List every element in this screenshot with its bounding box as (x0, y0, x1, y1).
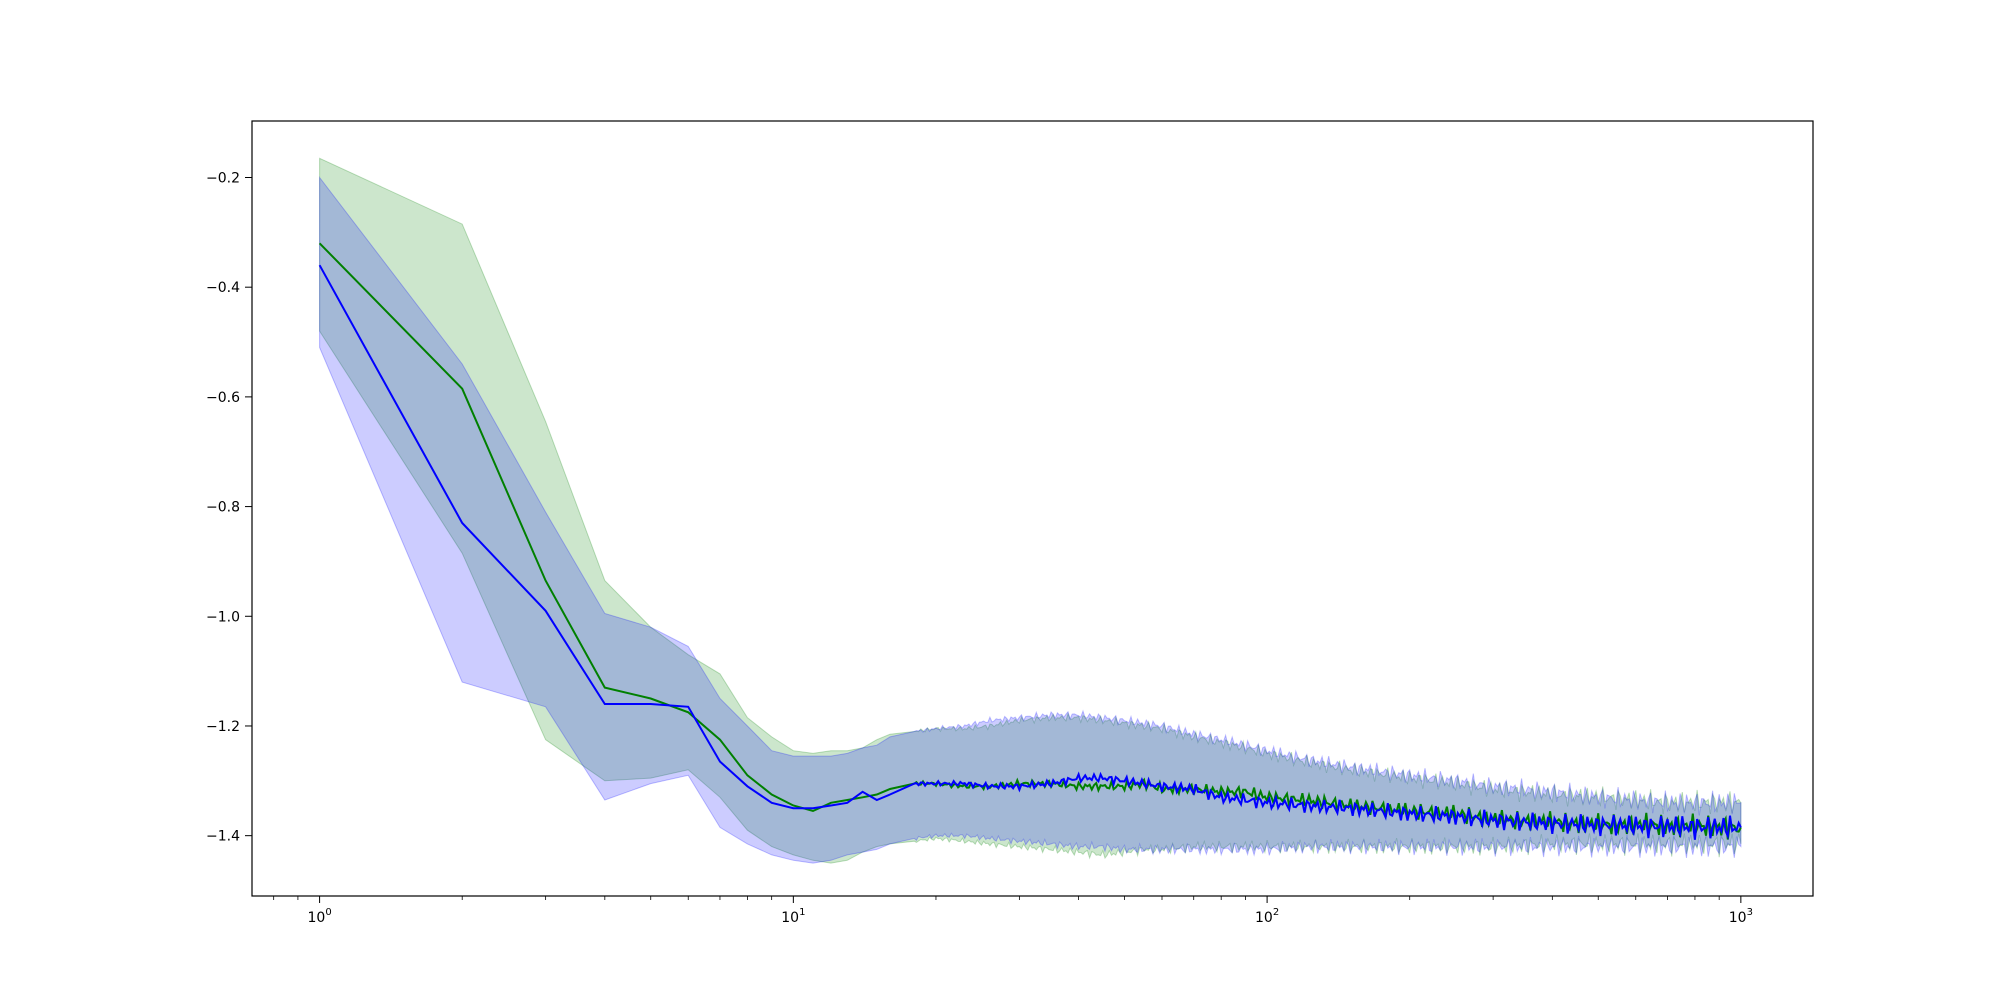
y-tick-label: −0.4 (206, 280, 240, 296)
y-axis: −0.2 −0.4 −0.6 −0.8 −1.0 −1.2 −1.4 (206, 170, 252, 845)
series-lines (318, 242, 1742, 841)
series-1-band (319, 176, 1742, 864)
x-tick-label: 103 (1729, 907, 1753, 926)
series-1-line (318, 264, 1742, 841)
y-tick-label: −1.2 (206, 719, 240, 735)
y-tick-label: −0.6 (206, 390, 240, 406)
y-tick-label: −1.4 (206, 829, 240, 845)
confidence-bands (319, 157, 1742, 864)
y-tick-label: −1.0 (206, 609, 240, 625)
plot-frame (251, 120, 1814, 897)
x-axis: 100 101 102 103 (273, 896, 1753, 926)
series-0-band (319, 157, 1742, 864)
y-tick-label: −0.2 (206, 170, 240, 186)
x-tick-label: 102 (1255, 907, 1279, 926)
x-tick-label: 101 (781, 907, 805, 926)
x-tick-label: 100 (307, 907, 331, 926)
y-tick-label: −0.8 (206, 500, 240, 516)
